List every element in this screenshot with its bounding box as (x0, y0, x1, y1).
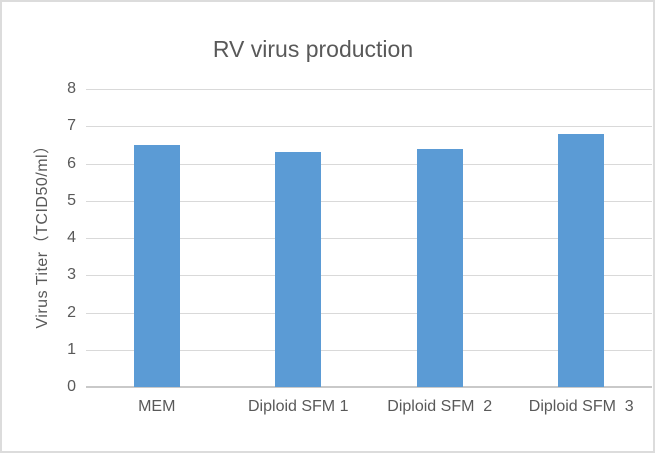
y-tick-label: 6 (67, 154, 76, 172)
gridline (86, 89, 652, 90)
gridline (86, 312, 652, 314)
gridline (86, 275, 652, 277)
x-tick-label: Diploid SFM 2 (387, 398, 493, 415)
y-tick-label: 5 (67, 191, 76, 209)
y-tick-label: 2 (67, 303, 76, 321)
chart-title: RV virus production (212, 36, 414, 62)
bar (133, 144, 180, 387)
bar (416, 148, 463, 387)
bar (275, 152, 322, 387)
y-tick-label: 0 (67, 378, 76, 395)
y-tick-label: 7 (67, 117, 76, 135)
gridline (86, 238, 652, 239)
x-tick-label: MEM (138, 398, 176, 415)
gridline (86, 349, 652, 351)
x-tick-label: Diploid SFM 3 (528, 398, 634, 415)
x-axis-line (86, 386, 652, 388)
x-tick-label: Diploid SFM 1 (248, 398, 349, 415)
gridline (86, 126, 652, 128)
plot-area (86, 89, 652, 388)
y-tick-label: 8 (67, 80, 76, 97)
gridline (86, 200, 652, 202)
y-tick-label: 3 (67, 266, 76, 284)
y-tick-label: 1 (67, 340, 76, 358)
y-tick-label: 4 (67, 229, 76, 246)
bar (558, 133, 605, 387)
gridline (86, 163, 652, 165)
